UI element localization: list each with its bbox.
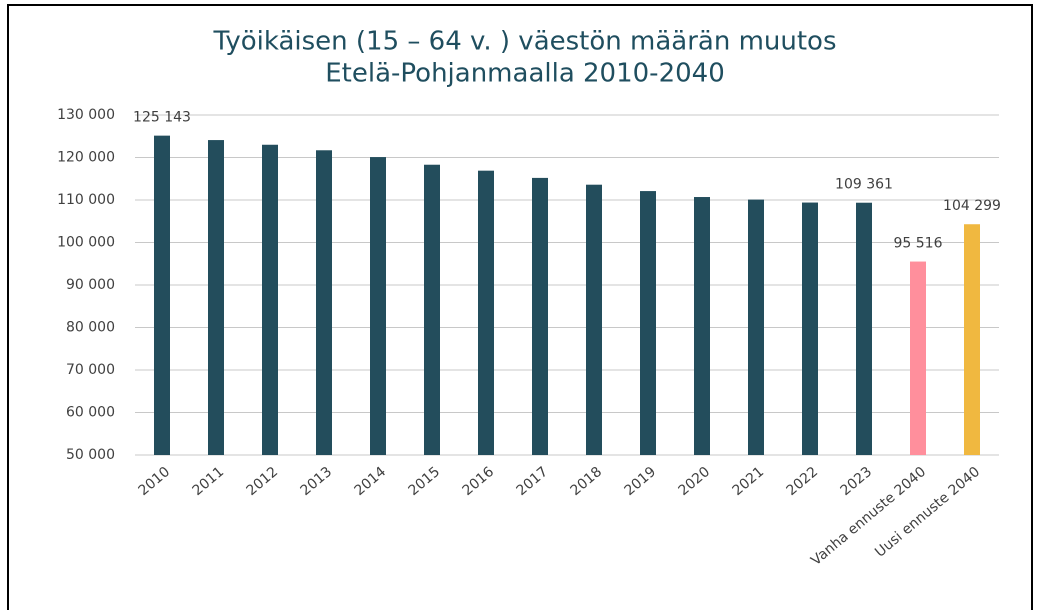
bar <box>478 170 494 456</box>
y-tick-label: 110 000 <box>57 192 115 208</box>
bar <box>802 202 818 455</box>
bar <box>208 140 224 455</box>
bar <box>640 191 656 455</box>
bar <box>262 144 278 455</box>
bar <box>856 202 872 455</box>
value-label: 125 143 <box>133 110 191 126</box>
y-tick-label: 50 000 <box>66 447 115 463</box>
y-tick-label: 90 000 <box>66 277 115 293</box>
value-label: 109 361 <box>835 177 893 193</box>
value-label: 104 299 <box>943 198 1001 214</box>
bar <box>424 164 440 455</box>
y-tick-label: 130 000 <box>57 107 115 123</box>
bar <box>154 135 170 455</box>
y-tick-label: 70 000 <box>66 362 115 378</box>
bar <box>586 184 602 455</box>
y-tick-label: 60 000 <box>66 405 115 421</box>
y-tick-label: 80 000 <box>66 320 115 336</box>
y-tick-label: 100 000 <box>57 235 115 251</box>
value-label: 95 516 <box>894 236 943 252</box>
bar <box>964 224 980 455</box>
bar <box>316 150 332 455</box>
chart-title: Etelä-Pohjanmaalla 2010-2040 <box>325 59 724 89</box>
chart-title: Työikäisen (15 – 64 v. ) väestön määrän … <box>213 27 837 57</box>
bar <box>910 261 926 455</box>
bar <box>748 199 764 455</box>
bar <box>694 197 710 455</box>
bar <box>370 157 386 455</box>
bar <box>532 177 548 455</box>
y-tick-label: 120 000 <box>57 150 115 166</box>
